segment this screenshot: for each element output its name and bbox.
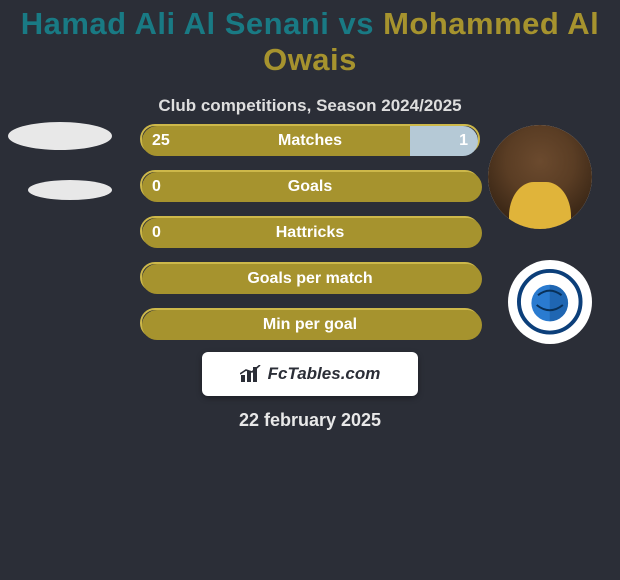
- branding-badge: FcTables.com: [202, 352, 418, 396]
- stat-bar-left: [142, 218, 482, 248]
- stat-bar: Min per goal: [140, 308, 480, 338]
- subtitle: Club competitions, Season 2024/2025: [0, 96, 620, 116]
- stat-value-right: [458, 172, 478, 202]
- stat-bar-left: [142, 172, 482, 202]
- stat-bar-left: [142, 126, 414, 156]
- title-vs: vs: [329, 6, 383, 41]
- player2-club-badge: [508, 260, 592, 344]
- stat-value-right: 1: [449, 126, 478, 156]
- stat-value-left: 25: [142, 126, 180, 156]
- stat-value-right: [458, 218, 478, 248]
- avatar-image: [488, 125, 592, 229]
- stat-bar: Matches251: [140, 124, 480, 154]
- player1-club-placeholder: [28, 180, 112, 200]
- club-badge-icon: [517, 269, 583, 335]
- chart-icon: [240, 365, 262, 383]
- stat-bar: Goals0: [140, 170, 480, 200]
- stat-value-left: [142, 310, 162, 340]
- stat-bar: Hattricks0: [140, 216, 480, 246]
- player1-name: Hamad Ali Al Senani: [21, 6, 330, 41]
- stat-bar-left: [142, 310, 482, 340]
- infographic-date: 22 february 2025: [0, 410, 620, 431]
- branding-text: FcTables.com: [268, 364, 381, 384]
- stat-bar: Goals per match: [140, 262, 480, 292]
- stat-value-right: [458, 310, 478, 340]
- comparison-infographic: Hamad Ali Al Senani vs Mohammed Al Owais…: [0, 0, 620, 580]
- stat-value-left: 0: [142, 218, 171, 248]
- stat-value-right: [458, 264, 478, 294]
- stat-value-left: [142, 264, 162, 294]
- player1-avatar-placeholder: [8, 122, 112, 150]
- stat-bar-left: [142, 264, 482, 294]
- player2-avatar: [488, 125, 592, 229]
- page-title: Hamad Ali Al Senani vs Mohammed Al Owais: [0, 0, 620, 78]
- stat-value-left: 0: [142, 172, 171, 202]
